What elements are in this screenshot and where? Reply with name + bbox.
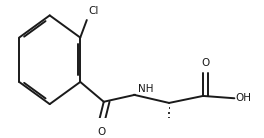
Text: OH: OH — [236, 93, 252, 103]
Text: O: O — [97, 128, 106, 137]
Text: O: O — [201, 58, 210, 68]
Text: Cl: Cl — [88, 6, 98, 16]
Text: NH: NH — [138, 84, 153, 94]
